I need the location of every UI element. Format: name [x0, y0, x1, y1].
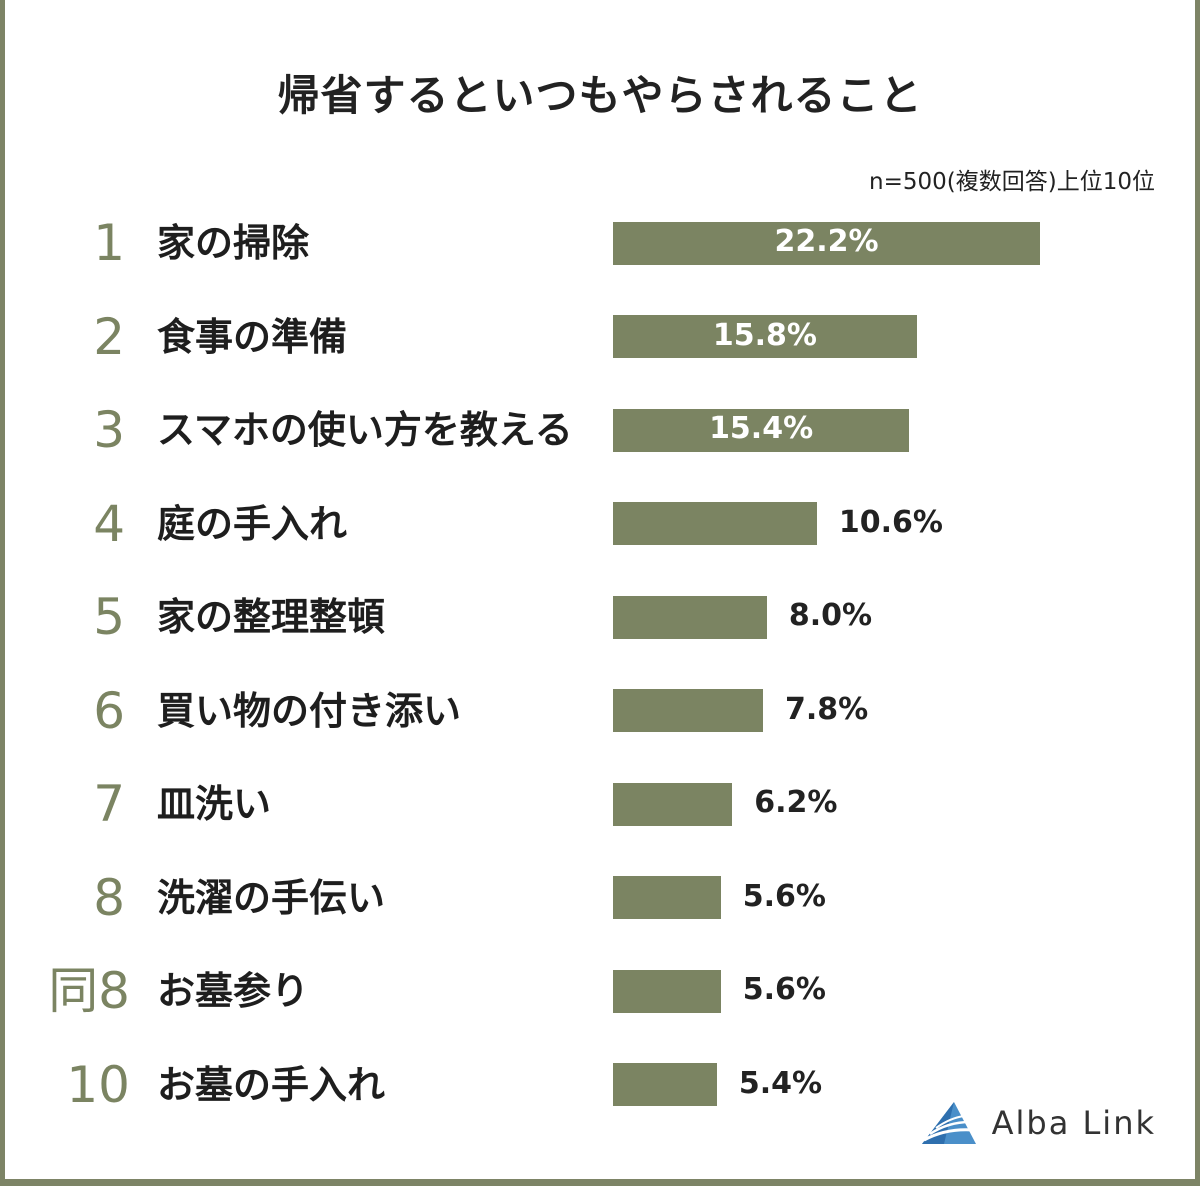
category-label: 食事の準備 — [157, 314, 348, 359]
alba-link-logo-icon — [921, 1102, 976, 1144]
bar — [613, 408, 910, 452]
bar — [613, 595, 767, 639]
value-label: 10.6% — [838, 504, 943, 540]
category-label: 家の掃除 — [157, 221, 310, 265]
category-label: 洗濯の手伝い — [157, 875, 386, 920]
rank-number: 4 — [93, 494, 125, 553]
bar — [613, 876, 721, 919]
rank-number: 2 — [93, 307, 125, 366]
rank-number: 8 — [93, 868, 125, 927]
sample-note: n=500(複数回答)上位10位 — [869, 169, 1155, 195]
rank-number: 7 — [93, 775, 125, 833]
chart-title: 帰省するといつもやらされること — [277, 71, 923, 120]
category-label: お墓参り — [157, 969, 310, 1013]
bar — [613, 502, 817, 545]
bar — [613, 221, 1040, 265]
rank-number: 5 — [93, 588, 125, 646]
value-label: 5.6% — [742, 878, 826, 914]
brand-logo: Alba Link — [920, 1100, 1156, 1146]
category-label: スマホの使い方を教える — [157, 408, 573, 452]
value-label: 15.8% — [712, 317, 817, 353]
bar — [613, 689, 764, 732]
bar — [613, 1063, 717, 1106]
category-label: お墓の手入れ — [157, 1062, 386, 1107]
value-label: 8.0% — [788, 598, 873, 633]
rank-number: 10 — [66, 1055, 130, 1114]
category-label: 買い物の付き添い — [157, 688, 462, 733]
value-label: 22.2% — [774, 224, 879, 259]
value-label: 15.4% — [709, 411, 814, 446]
value-label: 7.8% — [785, 691, 869, 727]
value-label: 5.4% — [738, 1065, 823, 1101]
rank-number: 1 — [93, 214, 125, 272]
rank-number: 6 — [93, 681, 125, 740]
rank-number: 同8 — [48, 962, 130, 1020]
category-label: 庭の手入れ — [157, 501, 348, 546]
value-label: 5.6% — [742, 972, 826, 1007]
rank-number: 3 — [93, 401, 125, 459]
bar — [613, 969, 721, 1013]
bar — [613, 782, 733, 826]
bar — [613, 315, 917, 358]
category-label: 皿洗い — [157, 782, 272, 826]
value-label: 6.2% — [754, 785, 838, 820]
category-label: 家の整理整頓 — [157, 595, 386, 639]
brand-name: Alba Link — [991, 1104, 1156, 1142]
